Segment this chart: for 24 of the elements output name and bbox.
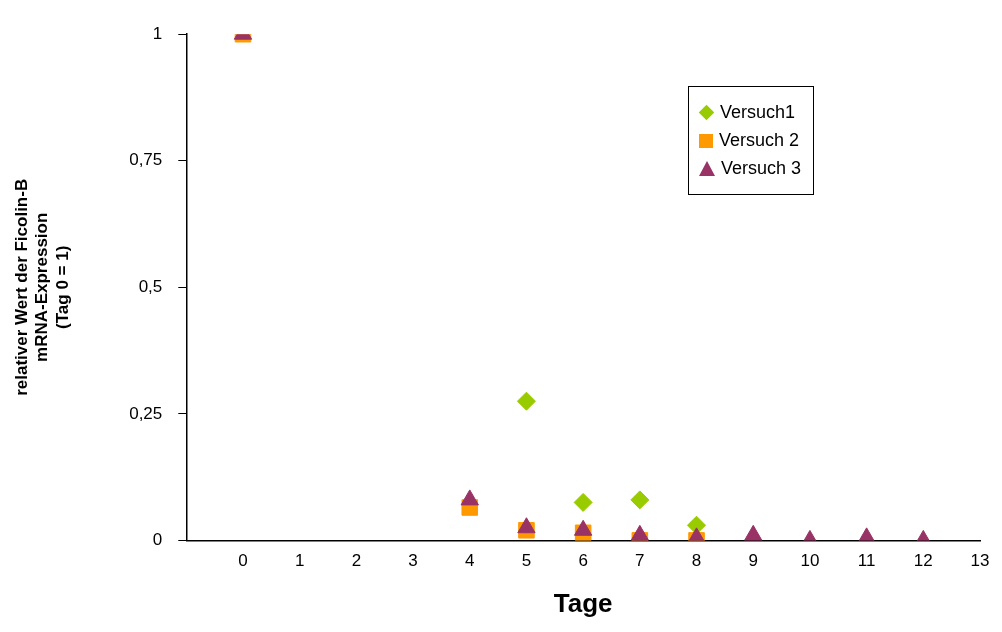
x-tick-label: 3 [408,551,418,571]
x-tick-label: 12 [913,551,933,571]
x-tick-label: 1 [294,551,305,571]
legend-label: Versuch 2 [719,130,800,151]
legend-label: Versuch 3 [721,158,802,179]
y-tick-label: 0,75 [129,150,163,170]
x-tick-label: 0 [238,551,248,571]
legend-label: Versuch1 [720,102,796,123]
x-tick-label: 7 [635,551,645,571]
x-axis-title: Tage [553,587,613,618]
x-tick-label: 9 [748,551,758,571]
x-tick-label: 13 [970,551,990,571]
x-tick-label: 8 [691,551,702,571]
x-tick-label: 10 [800,551,820,571]
x-tick-label: 6 [578,551,588,571]
x-tick-label: 11 [857,551,876,571]
y-tick-label: 0 [152,530,163,550]
x-tick-label: 5 [521,551,532,571]
y-axis-title: relativer Wert der Ficolin-B mRNA-Expression (Tag 0 = 1) [11,178,72,396]
y-tick-label: 1 [152,23,163,43]
x-tick-label: 2 [351,551,362,571]
y-tick-label: 0,25 [129,403,163,423]
x-tick-label: 4 [465,551,475,571]
y-tick-label: 0,5 [138,276,163,296]
